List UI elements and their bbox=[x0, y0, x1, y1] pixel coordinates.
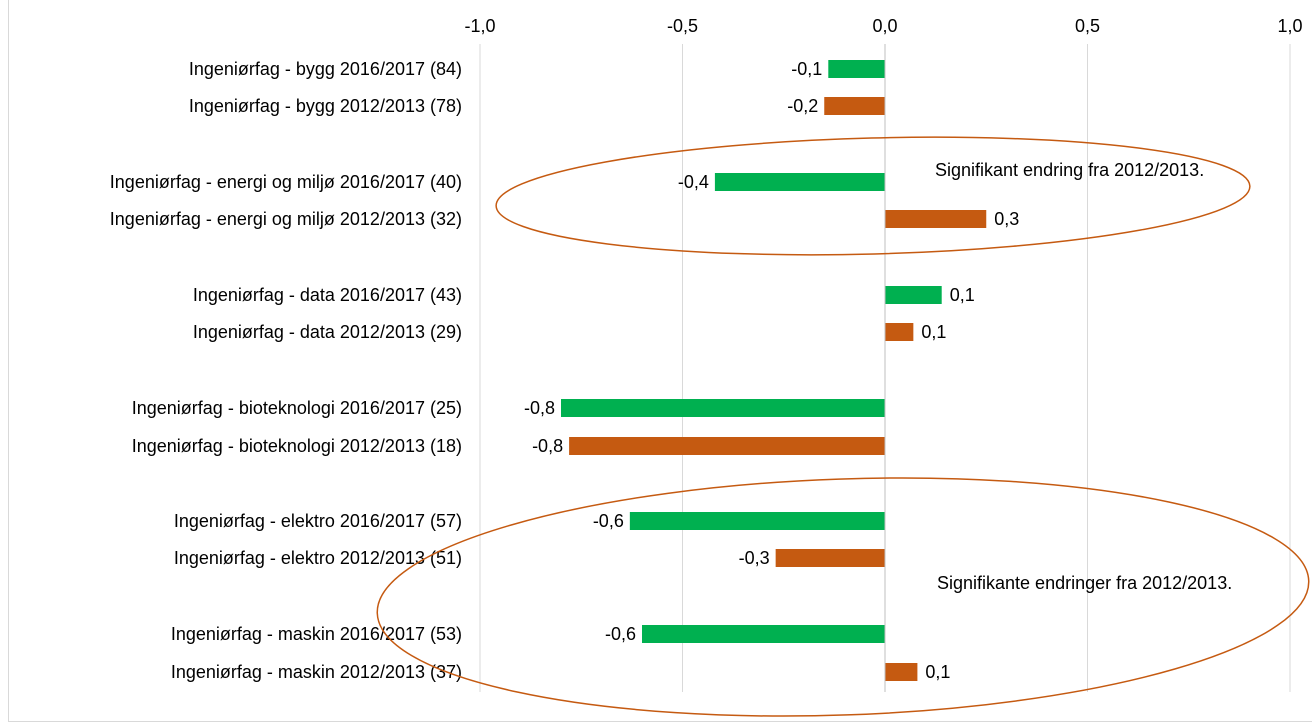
category-label: Ingeniørfag - bygg 2016/2017 (84) bbox=[189, 59, 462, 79]
x-tick-label: 1,0 bbox=[1277, 16, 1302, 36]
category-label: Ingeniørfag - maskin 2012/2013 (37) bbox=[171, 662, 462, 682]
data-label: -0,8 bbox=[524, 398, 555, 418]
annotation-text: Signifikante endringer fra 2012/2013. bbox=[937, 573, 1232, 593]
data-label: -0,6 bbox=[593, 511, 624, 531]
data-label: -0,3 bbox=[739, 548, 770, 568]
x-tick-label: 0,0 bbox=[872, 16, 897, 36]
data-label: 0,1 bbox=[921, 322, 946, 342]
category-label: Ingeniørfag - energi og miljø 2016/2017 … bbox=[110, 172, 462, 192]
category-label: Ingeniørfag - bioteknologi 2012/2013 (18… bbox=[132, 436, 462, 456]
category-label: Ingeniørfag - energi og miljø 2012/2013 … bbox=[110, 209, 462, 229]
data-label: 0,1 bbox=[925, 662, 950, 682]
bar bbox=[885, 286, 942, 304]
bar bbox=[824, 97, 885, 115]
data-label: -0,8 bbox=[532, 436, 563, 456]
bar bbox=[561, 399, 885, 417]
x-tick-label: 0,5 bbox=[1075, 16, 1100, 36]
bar bbox=[828, 60, 885, 78]
bar bbox=[775, 549, 885, 567]
x-tick-label: -0,5 bbox=[667, 16, 698, 36]
annotation-text: Signifikant endring fra 2012/2013. bbox=[935, 160, 1204, 180]
bar bbox=[885, 210, 987, 228]
x-tick-label: -1,0 bbox=[464, 16, 495, 36]
category-label: Ingeniørfag - data 2012/2013 (29) bbox=[193, 322, 462, 342]
category-label: Ingeniørfag - maskin 2016/2017 (53) bbox=[171, 624, 462, 644]
data-label: -0,2 bbox=[787, 96, 818, 116]
bar bbox=[885, 323, 914, 341]
data-label: -0,1 bbox=[791, 59, 822, 79]
annotation-ellipse bbox=[495, 136, 1251, 256]
bar bbox=[714, 173, 885, 191]
bar bbox=[642, 625, 885, 643]
data-label: 0,3 bbox=[994, 209, 1019, 229]
bar bbox=[885, 663, 918, 681]
category-label: Ingeniørfag - bygg 2012/2013 (78) bbox=[189, 96, 462, 116]
category-label: Ingeniørfag - bioteknologi 2016/2017 (25… bbox=[132, 398, 462, 418]
bar bbox=[569, 437, 885, 455]
annotation-ellipse bbox=[376, 477, 1310, 717]
data-label: -0,4 bbox=[678, 172, 709, 192]
data-label: 0,1 bbox=[950, 285, 975, 305]
data-label: -0,6 bbox=[605, 624, 636, 644]
bar bbox=[629, 512, 885, 530]
category-label: Ingeniørfag - elektro 2012/2013 (51) bbox=[174, 548, 462, 568]
category-label: Ingeniørfag - data 2016/2017 (43) bbox=[193, 285, 462, 305]
category-label: Ingeniørfag - elektro 2016/2017 (57) bbox=[174, 511, 462, 531]
